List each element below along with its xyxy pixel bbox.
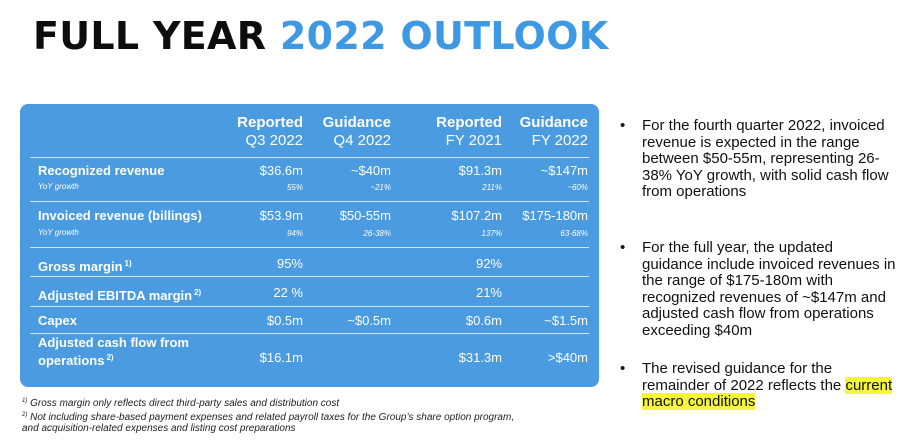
cell: $91.3m: [458, 163, 502, 178]
cell: $53.9m: [259, 208, 303, 223]
cell-yoy: 211%: [482, 183, 502, 192]
cell-yoy: 137%: [481, 229, 502, 238]
cell-yoy: 63-68%: [560, 229, 588, 238]
cell: ~$147m: [540, 163, 588, 178]
cell: $50-55m: [339, 208, 391, 223]
cell: $36.6m: [259, 163, 303, 178]
cell: $0.5m: [266, 313, 303, 328]
col-header-q3-2022: Reported Q3 2022: [237, 114, 303, 149]
footnote-2-continued: and acquisition-related expenses and lis…: [22, 423, 296, 434]
row-label-capex: Capex: [38, 313, 78, 328]
table-row-separator: [30, 201, 589, 202]
table-row-separator: [30, 333, 589, 334]
cell: $16.1m: [259, 350, 303, 365]
footnote-1: 1) Gross margin only reflects direct thi…: [22, 398, 340, 409]
cell-yoy: 94%: [286, 229, 303, 238]
cell: 22 %: [273, 285, 303, 300]
col-header-q4-2022: Guidance Q4 2022: [322, 114, 391, 149]
row-label-recognized-revenue: Recognized revenue: [38, 163, 165, 178]
cell: $0.6m: [465, 313, 502, 328]
table-row-separator: [30, 157, 589, 158]
row-sublabel-yoy: YoY growth: [38, 182, 79, 191]
col-header-fy-2021: Reported FY 2021: [436, 114, 502, 149]
row-sublabel-yoy: YoY growth: [38, 228, 79, 237]
title-part-2: 2022 OUTLOOK: [279, 14, 609, 58]
row-label-invoiced-revenue: Invoiced revenue (billings): [38, 208, 202, 223]
cell: >$40m: [547, 350, 588, 365]
table-row-separator: [30, 247, 589, 248]
row-label-adjusted-cash-flow: Adjusted cash flow from operations 2): [38, 335, 189, 368]
cell-yoy: 55%: [286, 183, 303, 192]
cell: ~$0.5m: [347, 313, 391, 328]
bullet-icon: •: [620, 360, 626, 377]
cell-yoy: ~60%: [567, 183, 588, 192]
cell: $175-180m: [522, 208, 588, 223]
cell: 95%: [276, 256, 303, 271]
cell: ~$40m: [350, 163, 391, 178]
row-label-gross-margin: Gross margin 1): [38, 259, 132, 274]
col-header-fy-2022: Guidance FY 2022: [519, 114, 588, 149]
bullet-icon: •: [620, 239, 626, 256]
table-row-separator: [30, 306, 589, 307]
cell-yoy: 26-38%: [363, 229, 391, 238]
cell: $107.2m: [451, 208, 502, 223]
outlook-table: Reported Q3 2022 Guidance Q4 2022 Reported…: [20, 104, 599, 387]
cell: 92%: [475, 256, 502, 271]
footnotes: 1) Gross margin only reflects direct thi…: [22, 396, 592, 435]
footnote-2: 2) Not including share-based payment exp…: [22, 411, 515, 423]
row-label-adjusted-ebitda-margin: Adjusted EBITDA margin 2): [38, 288, 202, 303]
table-row-separator: [30, 276, 589, 277]
bullet-icon: •: [620, 117, 626, 134]
cell: ~$1.5m: [544, 313, 588, 328]
cell: $31.3m: [458, 350, 502, 365]
title-part-1: FULL YEAR: [33, 14, 267, 58]
cell-yoy: ~21%: [370, 183, 391, 192]
page-title: FULL YEAR 2022 OUTLOOK: [33, 14, 608, 58]
cell: 21%: [475, 285, 502, 300]
